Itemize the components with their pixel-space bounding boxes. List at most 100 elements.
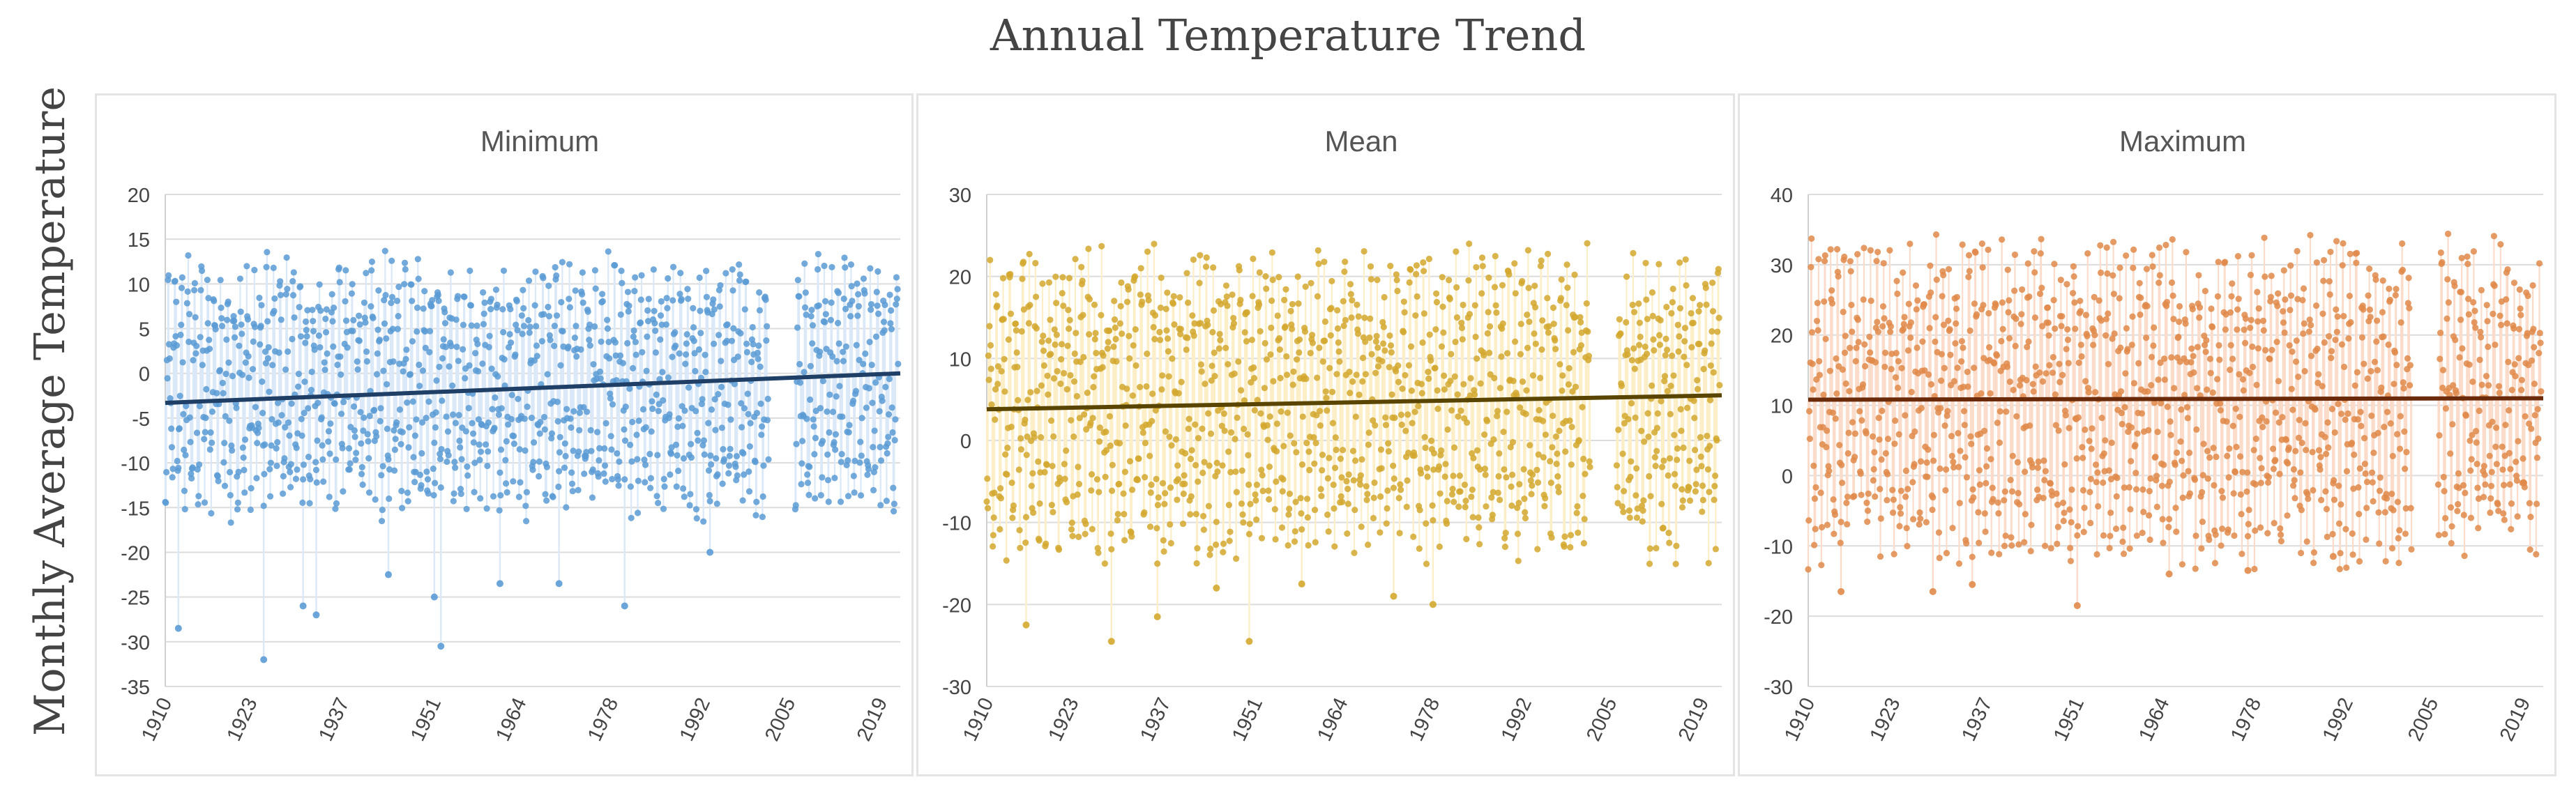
data-point <box>1495 473 1502 480</box>
data-point <box>206 446 213 453</box>
data-point <box>1379 358 1386 364</box>
data-point <box>867 300 875 308</box>
data-point <box>1526 442 1533 449</box>
data-point <box>584 408 591 415</box>
data-point <box>667 471 674 478</box>
data-point <box>281 455 288 462</box>
data-point <box>665 275 672 282</box>
data-point <box>168 444 176 451</box>
data-point <box>1252 491 1259 498</box>
data-point <box>987 365 994 372</box>
data-point <box>1120 490 1127 497</box>
data-point <box>192 350 199 357</box>
data-point <box>221 482 229 489</box>
data-point <box>1315 260 1322 268</box>
data-point <box>1399 385 1406 392</box>
data-point <box>758 423 766 430</box>
data-point <box>985 376 992 383</box>
data-point <box>1497 385 1503 392</box>
data-point <box>293 445 300 452</box>
data-point <box>425 398 432 405</box>
data-point <box>567 415 574 422</box>
data-point <box>1407 266 1414 273</box>
data-point <box>1165 373 1172 380</box>
data-point <box>826 429 833 436</box>
data-point <box>559 259 566 266</box>
data-point <box>1040 347 1047 354</box>
data-point <box>681 493 688 500</box>
data-point <box>589 494 596 501</box>
data-point <box>1050 433 1057 440</box>
data-point <box>622 404 629 410</box>
data-point <box>1022 539 1029 546</box>
data-point <box>209 439 215 446</box>
data-point <box>1126 332 1132 339</box>
data-point <box>379 463 386 470</box>
data-point <box>1111 316 1119 323</box>
data-point <box>835 340 842 347</box>
data-point <box>1051 326 1058 333</box>
data-point <box>1158 274 1165 282</box>
data-point <box>540 275 547 282</box>
data-point <box>1091 336 1098 343</box>
data-point <box>265 344 272 351</box>
data-point <box>1469 514 1476 521</box>
data-point <box>1460 301 1467 309</box>
data-point <box>1090 383 1097 391</box>
data-point <box>261 470 268 477</box>
data-point <box>840 348 847 355</box>
data-point <box>497 446 505 453</box>
data-point <box>690 305 697 312</box>
data-point <box>231 334 238 341</box>
data-point <box>1079 312 1086 318</box>
data-point <box>817 348 824 355</box>
data-point <box>1222 344 1229 351</box>
data-point <box>756 307 764 314</box>
data-point <box>688 440 695 447</box>
data-point <box>1373 332 1380 339</box>
data-point <box>377 405 384 412</box>
data-point <box>169 474 176 481</box>
data-point <box>684 286 691 293</box>
data-point <box>348 290 356 297</box>
data-point <box>1032 293 1040 300</box>
data-point <box>1356 391 1363 399</box>
data-point <box>580 404 587 411</box>
data-point <box>1296 349 1303 356</box>
data-point <box>193 429 201 436</box>
data-point <box>1382 414 1389 421</box>
data-point <box>1152 407 1159 414</box>
data-point <box>1038 382 1045 389</box>
data-point <box>397 440 404 447</box>
data-point <box>378 518 386 525</box>
data-point <box>651 307 658 314</box>
data-point <box>608 446 615 453</box>
data-point <box>1116 320 1123 327</box>
data-point <box>1458 319 1465 326</box>
data-point <box>543 497 550 504</box>
data-point <box>1048 502 1055 509</box>
data-point <box>1402 371 1409 379</box>
data-point <box>632 274 639 281</box>
data-point <box>1279 488 1286 495</box>
data-point <box>340 399 347 406</box>
data-point <box>812 434 819 442</box>
data-point <box>1423 464 1430 472</box>
data-point <box>644 307 651 314</box>
data-point <box>1334 307 1341 314</box>
data-point <box>282 424 289 431</box>
data-point <box>500 267 508 275</box>
data-point <box>461 293 468 300</box>
data-point <box>803 415 810 422</box>
data-point <box>873 289 880 295</box>
data-point <box>1494 489 1501 496</box>
data-point <box>642 479 649 486</box>
data-point <box>315 399 321 406</box>
data-point <box>1312 539 1319 546</box>
data-point <box>1013 349 1020 356</box>
data-point <box>1437 452 1444 459</box>
data-point <box>1169 355 1176 362</box>
data-point <box>1410 533 1417 540</box>
data-point <box>411 432 418 439</box>
data-point <box>872 333 880 340</box>
